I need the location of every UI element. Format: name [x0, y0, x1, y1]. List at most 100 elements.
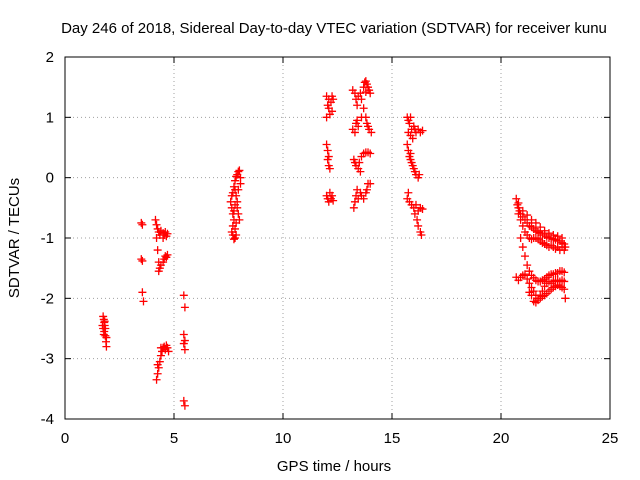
data-point	[156, 343, 165, 352]
data-point	[138, 220, 147, 229]
data-point	[527, 215, 536, 224]
data-point	[362, 185, 371, 194]
data-point	[232, 172, 241, 181]
data-points	[98, 77, 570, 410]
data-point	[361, 87, 370, 96]
data-point	[179, 396, 188, 405]
data-point	[101, 331, 110, 340]
data-point	[102, 342, 111, 351]
data-point	[549, 230, 558, 239]
x-tick-label: 10	[275, 430, 292, 447]
y-tick-label: -3	[41, 351, 54, 368]
data-point	[180, 401, 189, 410]
y-tick-label: -2	[41, 290, 54, 307]
y-tick-label: 0	[46, 170, 54, 187]
data-point	[231, 176, 240, 185]
data-point	[536, 291, 545, 300]
data-point	[325, 164, 334, 173]
data-point	[179, 291, 188, 300]
data-point	[558, 234, 567, 242]
data-point	[323, 146, 332, 155]
data-point	[138, 288, 147, 297]
data-point	[152, 234, 161, 242]
data-point	[361, 113, 370, 122]
data-point	[139, 297, 148, 306]
data-point	[154, 267, 163, 276]
data-point	[512, 194, 521, 203]
data-point	[406, 149, 415, 158]
data-point	[525, 279, 534, 288]
data-point	[163, 229, 172, 238]
data-point	[151, 215, 160, 224]
data-point	[536, 223, 545, 232]
data-point	[229, 206, 238, 215]
data-point	[525, 267, 534, 276]
data-point	[516, 234, 525, 242]
y-axis-label: SDTVAR / TECUs	[6, 178, 23, 298]
data-point	[527, 291, 536, 300]
data-point	[354, 122, 363, 131]
data-point	[232, 230, 241, 239]
data-point	[516, 215, 525, 224]
data-point	[561, 294, 570, 303]
data-point	[357, 95, 366, 104]
data-point	[231, 200, 240, 209]
data-point	[180, 345, 189, 354]
data-point	[234, 167, 243, 176]
data-point	[355, 158, 364, 167]
data-point	[518, 206, 527, 215]
data-point	[155, 357, 164, 366]
data-point	[413, 215, 422, 224]
data-point	[98, 321, 107, 330]
data-point	[414, 221, 423, 230]
data-point	[514, 209, 523, 218]
data-point	[366, 149, 375, 158]
data-point	[359, 194, 368, 203]
data-point	[418, 126, 427, 135]
data-point	[322, 140, 331, 149]
data-point	[325, 188, 334, 197]
data-point	[322, 113, 331, 122]
y-tick-label: -1	[41, 230, 54, 247]
data-point	[367, 128, 376, 137]
data-point	[329, 95, 338, 104]
data-point	[179, 339, 188, 348]
data-point	[523, 261, 532, 270]
data-point	[153, 369, 162, 378]
data-point	[404, 188, 413, 197]
data-point	[408, 134, 417, 143]
data-point	[417, 230, 426, 239]
data-point	[410, 125, 419, 134]
data-point	[232, 191, 241, 200]
data-point	[323, 155, 332, 164]
data-point	[366, 179, 375, 188]
data-point	[234, 209, 243, 218]
data-point	[411, 200, 420, 209]
y-tick-label: 1	[46, 109, 54, 126]
y-tick-label: 2	[46, 49, 54, 66]
data-point	[235, 166, 244, 175]
data-point	[418, 205, 427, 214]
data-point	[350, 128, 359, 137]
data-point	[534, 296, 543, 305]
x-tick-label: 20	[493, 430, 510, 447]
grid	[65, 57, 610, 419]
data-point	[137, 255, 146, 264]
data-point	[410, 209, 419, 218]
data-point	[180, 303, 189, 312]
x-tick-label: 0	[61, 430, 69, 447]
chart-title: Day 246 of 2018, Sidereal Day-to-day VTE…	[61, 20, 607, 37]
data-point	[366, 89, 375, 98]
data-point	[540, 226, 549, 235]
data-point	[356, 167, 365, 176]
data-point	[560, 285, 569, 294]
data-point	[100, 317, 109, 326]
data-point	[514, 199, 523, 208]
data-point	[523, 275, 532, 284]
data-point	[328, 107, 337, 116]
data-point	[234, 185, 243, 194]
data-point	[544, 229, 553, 238]
data-point	[163, 250, 172, 259]
data-point	[359, 104, 368, 113]
